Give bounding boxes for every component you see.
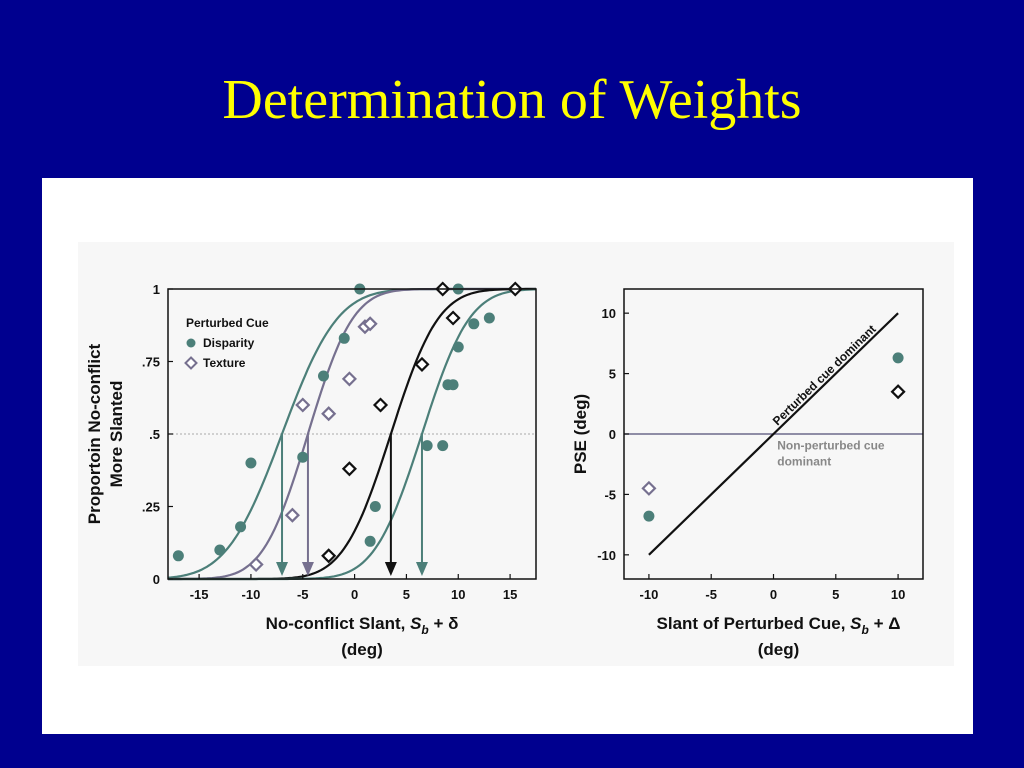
left-y-tick-label: 1 [153, 282, 160, 297]
left-y-axis-label-line2: More Slanted [107, 381, 126, 488]
annotation-perturbed-dominant: Perturbed cue dominant [770, 322, 879, 428]
right-x-tick-label: 5 [832, 587, 839, 602]
right-y-tick-label: -5 [604, 487, 616, 502]
slide-title: Determination of Weights [222, 69, 802, 131]
data-point-disparity [437, 440, 449, 452]
data-point-texture [321, 406, 337, 422]
annotation-nonperturbed-dominant-line1: Non-perturbed cue [777, 439, 885, 453]
pse-arrow-head [276, 562, 289, 576]
right-x-tick-label: 10 [891, 587, 905, 602]
data-point-disparity [452, 341, 464, 353]
legend-texture-label: Texture [203, 356, 246, 370]
data-point-texture [372, 397, 389, 413]
pse-arrow-head [301, 562, 314, 576]
left-y-axis-label-line1: Proportoin No-conflict [85, 343, 104, 524]
right-y-tick-label: 10 [602, 306, 616, 321]
data-point-disparity [172, 550, 184, 562]
data-point-disparity [369, 501, 381, 512]
data-point-texture [445, 310, 461, 326]
right-y-tick-label: -10 [597, 548, 616, 563]
figure-panel: -15 -10 -5 0 5 10 15 0 .25 .5 .75 1 Perturbed Cue D… [42, 178, 973, 734]
left-x-tick-label: 0 [351, 587, 358, 602]
right-y-axis-label: PSE (deg) [571, 394, 590, 474]
data-point-disparity [468, 318, 480, 330]
data-point-texture [284, 507, 300, 523]
data-point-texture [295, 397, 311, 413]
pse-chart: -10 -5 0 5 10 -10 -5 0 5 10 Perturbed cue dominan… [571, 288, 924, 659]
figure-inner: -15 -10 -5 0 5 10 15 0 .25 .5 .75 1 Perturbed Cue D… [78, 242, 954, 666]
right-points-layer [641, 352, 906, 522]
left-y-tick-label: .5 [149, 427, 160, 442]
pse-point-disparity [892, 352, 904, 364]
data-point-texture [341, 461, 357, 477]
right-ticks-layer: -10 -5 0 5 10 -10 -5 0 5 10 [597, 306, 905, 602]
legend-title: Perturbed Cue [186, 316, 269, 330]
pse-arrow-head [415, 562, 428, 576]
data-point-disparity [235, 521, 247, 533]
right-x-tick-label: 0 [770, 587, 777, 602]
legend-texture-marker [184, 356, 198, 370]
pse-point-disparity [643, 510, 655, 522]
right-x-axis-unit: (deg) [758, 640, 800, 659]
data-point-disparity [297, 451, 309, 463]
data-point-disparity [245, 457, 257, 469]
data-point-texture [321, 548, 337, 564]
data-point-texture [248, 556, 264, 573]
left-x-tick-label: 15 [503, 587, 517, 602]
left-y-tick-label: 0 [153, 572, 160, 587]
legend-disparity-label: Disparity [203, 336, 255, 350]
left-x-axis-unit: (deg) [341, 640, 383, 659]
left-x-tick-label: 10 [451, 587, 465, 602]
left-y-tick-label: .75 [142, 355, 160, 370]
left-y-tick-label: .25 [142, 500, 160, 515]
right-y-tick-label: 5 [609, 367, 616, 382]
data-point-disparity [214, 544, 226, 556]
right-reference-layer [624, 312, 923, 556]
psychometric-chart: -15 -10 -5 0 5 10 15 0 .25 .5 .75 1 Perturbed Cue D… [85, 281, 537, 659]
left-legend: Perturbed Cue Disparity Texture [184, 316, 269, 370]
data-point-texture [341, 371, 357, 387]
right-x-axis-label: Slant of Perturbed Cue, Sb + Δ [657, 614, 901, 637]
left-x-tick-label: -10 [242, 587, 261, 602]
data-point-disparity [338, 332, 350, 344]
pse-point-texture [641, 480, 657, 496]
data-point-texture [414, 356, 430, 372]
left-x-tick-label: -15 [190, 587, 209, 602]
annotation-nonperturbed-dominant-line2: dominant [777, 454, 831, 468]
data-point-disparity [421, 440, 433, 452]
pse-arrow-head [384, 562, 397, 576]
right-x-tick-label: -10 [640, 587, 659, 602]
left-x-tick-label: -5 [297, 587, 309, 602]
data-point-disparity [483, 312, 495, 324]
left-x-axis-label: No-conflict Slant, Sb + δ [266, 614, 459, 637]
data-point-texture [362, 316, 378, 332]
pse-point-texture [890, 384, 906, 400]
right-x-tick-label: -5 [705, 587, 717, 602]
identity-diagonal-line [648, 312, 899, 556]
figure-svg: -15 -10 -5 0 5 10 15 0 .25 .5 .75 1 Perturbed Cue D… [85, 281, 924, 659]
right-y-tick-label: 0 [609, 427, 616, 442]
data-point-disparity [364, 535, 376, 547]
left-arrows-layer [276, 434, 428, 576]
legend-disparity-marker [186, 338, 196, 348]
left-ticks-layer: -15 -10 -5 0 5 10 15 0 .25 .5 .75 1 [142, 282, 517, 602]
data-point-disparity [447, 379, 459, 391]
data-point-disparity [317, 370, 329, 382]
left-x-tick-label: 5 [403, 587, 410, 602]
